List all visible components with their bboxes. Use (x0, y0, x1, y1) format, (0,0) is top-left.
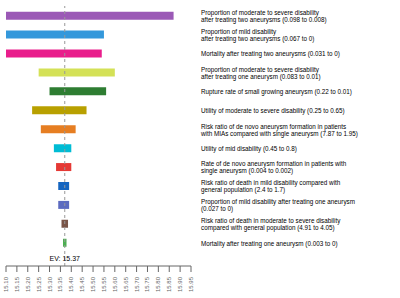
svg-text:Risk ratio of death in mild di: Risk ratio of death in mild disability c… (201, 179, 341, 194)
svg-text:15.65: 15.65 (123, 276, 129, 292)
svg-text:15.25: 15.25 (36, 276, 42, 292)
svg-text:Rupture rate of small growing: Rupture rate of small growing aneurysm (… (201, 88, 352, 96)
svg-text:Rate of de novo aneurysm forma: Rate of de novo aneurysm formation in pa… (201, 160, 347, 175)
svg-text:Proportion of moderate to seve: Proportion of moderate to severe disabil… (201, 8, 327, 23)
svg-text:Risk ratio of de novo aneurysm: Risk ratio of de novo aneurysm formation… (200, 122, 358, 137)
svg-text:15.10: 15.10 (8, 276, 9, 292)
svg-text:Utility of mid disability (0.4: Utility of mid disability (0.45 to 0.8) (201, 144, 297, 152)
svg-text:Proportion of mild disabilitya: Proportion of mild disabilityafter treat… (201, 27, 314, 42)
svg-text:15.90: 15.90 (177, 276, 183, 292)
svg-text:Risk ratio of death in moderat: Risk ratio of death in moderate to sever… (201, 217, 341, 232)
svg-text:Mortality after treating two a: Mortality after treating two aneurysms (… (201, 50, 340, 58)
svg-text:15.30: 15.30 (47, 276, 53, 292)
svg-text:15.80: 15.80 (155, 276, 161, 292)
svg-text:EV: 15.37: EV: 15.37 (50, 255, 81, 262)
svg-text:15.40: 15.40 (68, 276, 74, 292)
svg-text:15.85: 15.85 (166, 276, 172, 292)
svg-text:15.20: 15.20 (25, 276, 31, 292)
svg-text:15.95: 15.95 (188, 276, 194, 292)
svg-text:Proportion of moderate to seve: Proportion of moderate to severe disabil… (201, 65, 321, 80)
svg-text:15.45: 15.45 (79, 276, 85, 292)
svg-text:Proportion of mild disability: Proportion of mild disability after trea… (201, 198, 355, 213)
svg-text:15.60: 15.60 (112, 276, 118, 292)
svg-text:15.15: 15.15 (14, 276, 20, 292)
svg-text:15.55: 15.55 (101, 276, 107, 292)
svg-text:15.50: 15.50 (90, 276, 96, 292)
svg-text:15.35: 15.35 (57, 276, 63, 292)
svg-text:Utility of moderate to severe: Utility of moderate to severe disability… (201, 107, 345, 115)
svg-text:Mortality after treating one a: Mortality after treating one aneurysm (0… (201, 239, 338, 247)
svg-text:15.75: 15.75 (144, 276, 150, 292)
svg-text:15.70: 15.70 (134, 276, 140, 292)
